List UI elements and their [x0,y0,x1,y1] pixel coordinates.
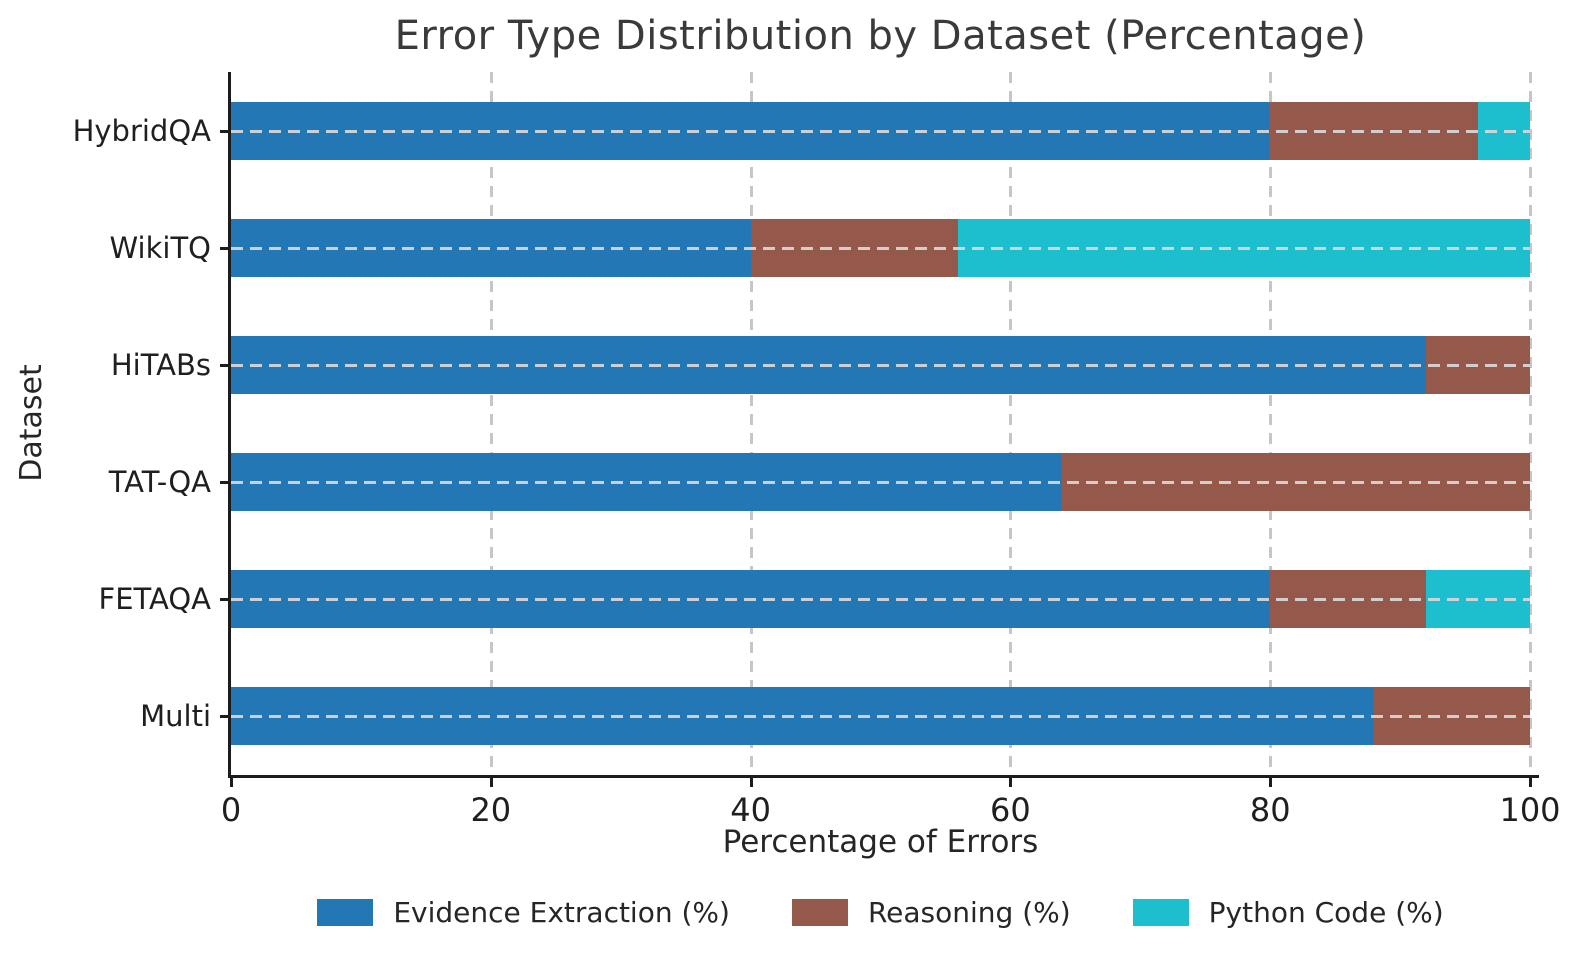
bar-row: WikiTQ [110,189,1530,306]
horizontal-gridline [231,246,1530,250]
x-tick-mark [1269,775,1273,787]
bar-row: Multi [140,658,1530,775]
horizontal-gridline [231,363,1530,367]
legend-item: Python Code (%) [1132,896,1444,929]
y-tick-label: FETAQA [98,582,211,617]
legend: Evidence Extraction (%) Reasoning (%) Pyth… [231,896,1530,929]
x-axis-ticks: 0 20 40 60 80 100 [221,72,1561,829]
vertical-gridline [489,72,493,775]
bar-row: TAT-QA [109,424,1530,541]
y-tick-mark [220,715,231,719]
vertical-gridline [1529,72,1532,775]
x-tick-label: 20 [470,791,512,829]
bar-row: FETAQA [99,541,1530,658]
y-tick-label: HiTABs [110,347,211,382]
y-tick-mark [220,363,231,367]
x-tick-label: 100 [1499,791,1561,829]
x-axis-label: Percentage of Errors [722,824,1039,860]
x-tick-label: 60 [990,791,1031,829]
y-tick-label: WikiTQ [109,230,212,265]
y-tick-mark [220,246,231,250]
legend-item: Evidence Extraction (%) [317,896,730,929]
x-tick-mark [489,775,493,787]
vertical-gridline [1269,72,1273,775]
vertical-gridline [1009,72,1013,775]
y-tick-label: Multi [140,699,211,734]
horizontal-gridline [231,598,1530,602]
legend-swatch [317,899,374,926]
horizontal-gridline [231,715,1530,719]
legend-swatch [791,899,848,926]
x-tick-mark [749,775,753,787]
x-tick-label: 80 [1249,791,1291,829]
legend-label: Reasoning (%) [867,896,1071,929]
x-tick-mark [230,775,233,787]
vertical-gridline [749,72,753,775]
y-axis-spine [228,72,231,775]
chart-title: Error Type Distribution by Dataset (Perc… [394,13,1367,59]
y-tick-label: HybridQA [72,113,211,148]
x-axis-spine [228,775,1539,778]
legend-item: Reasoning (%) [791,896,1071,929]
x-tick-mark [1529,775,1532,787]
y-tick-mark [220,598,231,602]
y-tick-label: TAT-QA [108,465,211,500]
legend-label: Python Code (%) [1208,896,1444,929]
bar-row: HybridQA [73,72,1530,189]
horizontal-gridline [231,129,1530,133]
legend-swatch [1132,899,1189,926]
x-tick-label: 40 [730,791,771,829]
vertical-gridlines [231,72,1532,775]
y-axis-label: Dataset [14,364,49,482]
plot-area: HybridQA WikiTQ HiTABs TAT-QA FETAQA Multi 0 2… [73,72,1561,829]
bar-rows: HybridQA WikiTQ HiTABs TAT-QA FETAQA Multi [73,72,1530,775]
x-tick-mark [1009,775,1013,787]
horizontal-gridline [231,481,1530,485]
y-tick-mark [220,481,231,485]
bar-row: HiTABs [111,306,1530,423]
x-tick-label: 0 [220,791,242,829]
y-tick-mark [220,129,231,133]
legend-label: Evidence Extraction (%) [393,896,730,929]
